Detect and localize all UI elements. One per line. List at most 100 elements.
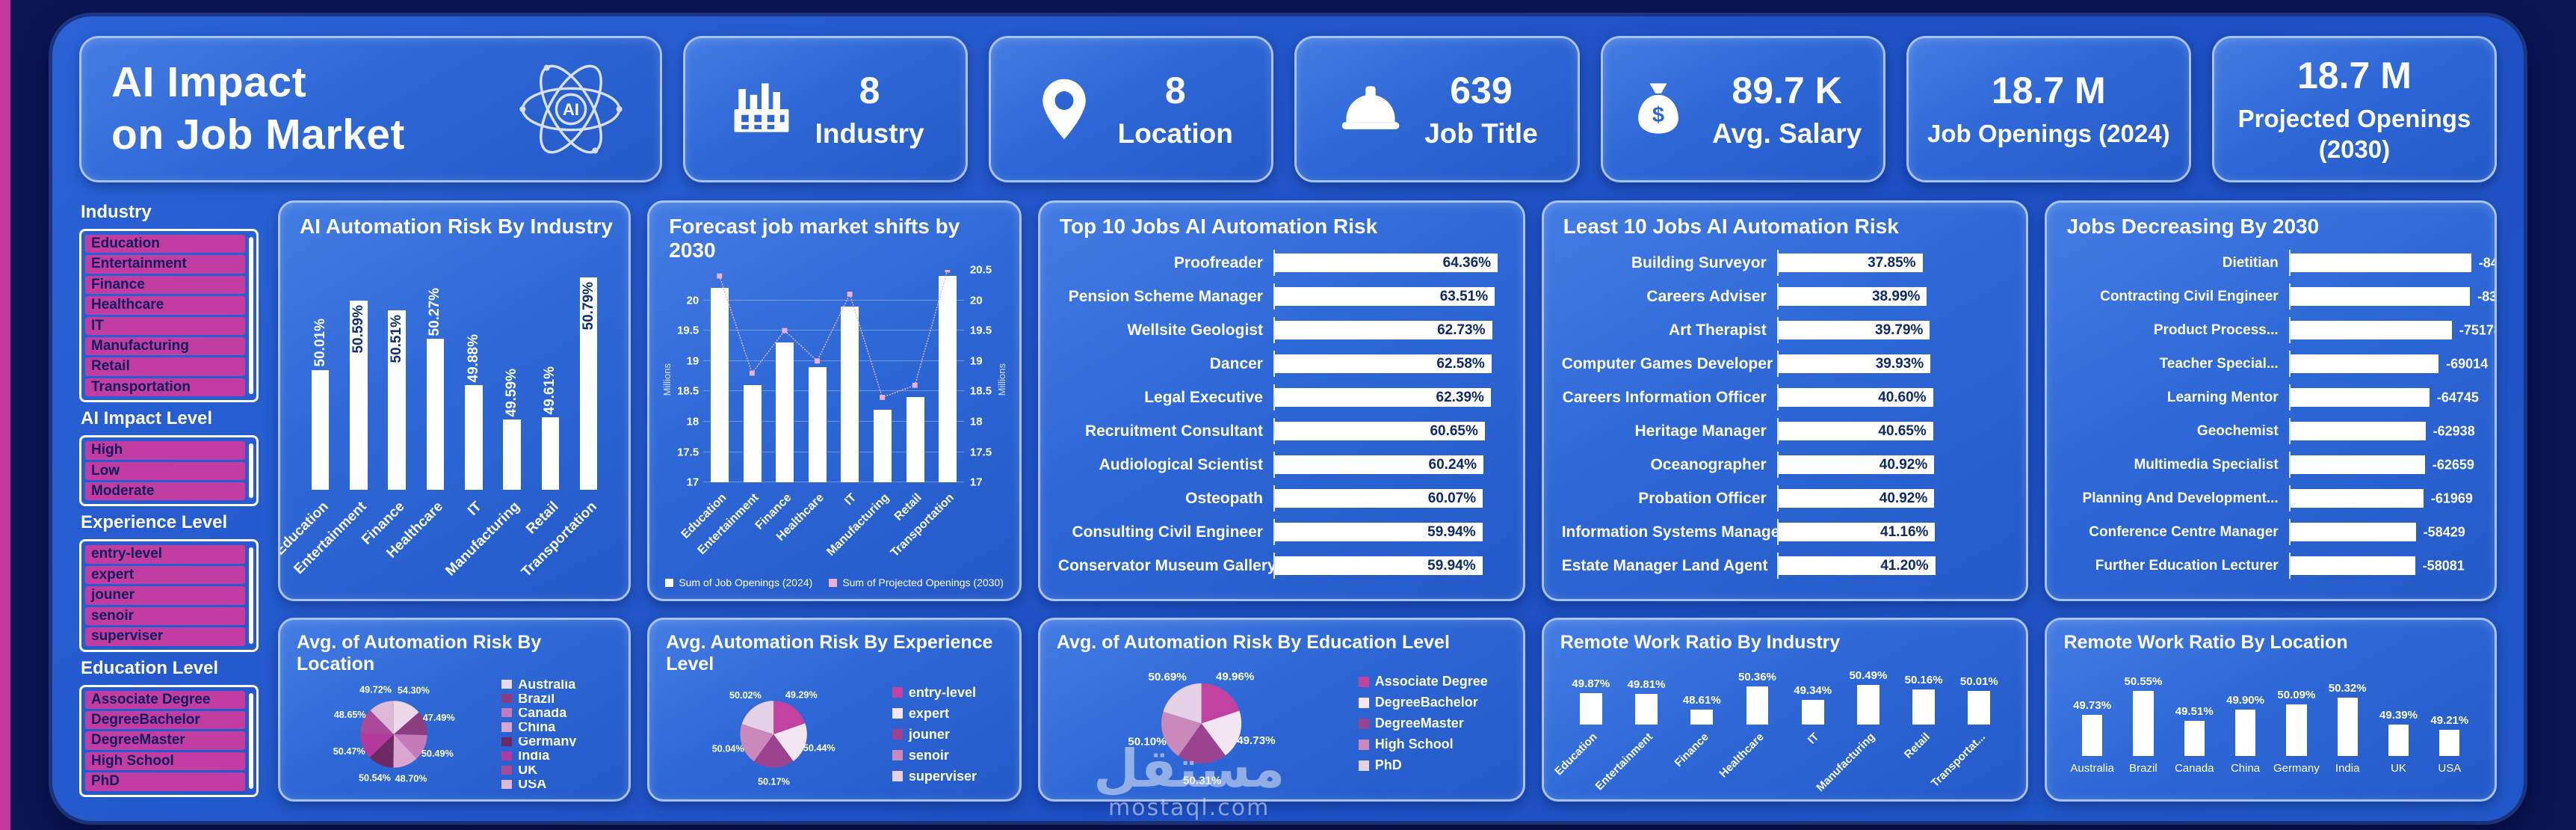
legend-item-senoir[interactable]: senoir	[892, 748, 1004, 763]
bar[interactable]	[2290, 556, 2415, 575]
filter-option-entertainment[interactable]: Entertainment	[85, 255, 245, 274]
legend-item-usa[interactable]: USA	[501, 779, 614, 789]
filter-option-low[interactable]: Low	[85, 461, 245, 481]
bar[interactable]	[2290, 422, 2426, 440]
pie-slice-australia[interactable]	[393, 701, 419, 735]
bar[interactable]: 37.85%	[1778, 253, 1923, 272]
bar[interactable]: 50.27%	[426, 288, 445, 491]
legend-item-degreemaster[interactable]: DegreeMaster	[1358, 716, 1508, 731]
bar[interactable]: 50.55%	[2124, 675, 2162, 756]
legend-item-brazil[interactable]: Brazil	[501, 694, 614, 704]
bar[interactable]: 41.16%	[1778, 523, 1936, 541]
bar[interactable]	[2290, 388, 2430, 407]
bar[interactable]: 50.49%	[1849, 669, 1887, 725]
bar[interactable]: 49.39%	[2379, 709, 2418, 756]
bar[interactable]	[2290, 455, 2425, 474]
legend-item-china[interactable]: China	[501, 722, 614, 732]
pie-slice-china[interactable]	[393, 734, 417, 768]
filter-option-retail[interactable]: Retail	[85, 357, 245, 376]
bar[interactable]: 49.61%	[541, 366, 560, 491]
pie-slice-degreebachelor[interactable]	[1201, 710, 1242, 756]
legend-item-jouner[interactable]: jouner	[892, 727, 1004, 743]
filter-option-moderate[interactable]: Moderate	[85, 482, 245, 501]
line-marker[interactable]	[782, 328, 788, 333]
bar[interactable]: 40.60%	[1778, 388, 1933, 407]
line-marker[interactable]	[750, 370, 756, 376]
pie-slice-usa[interactable]	[370, 701, 394, 735]
legend-item-canada[interactable]: Canada	[501, 708, 614, 718]
bar[interactable]: 39.93%	[1778, 354, 1931, 373]
legend-item-australia[interactable]: Australia	[501, 680, 614, 689]
bar[interactable]	[906, 397, 924, 483]
filter-option-healthcare[interactable]: Healthcare	[85, 296, 245, 315]
filter-option-phd[interactable]: PhD	[85, 772, 245, 791]
line-marker[interactable]	[880, 395, 886, 400]
filter-option-finance[interactable]: Finance	[85, 275, 245, 295]
bar[interactable]	[808, 366, 827, 483]
bar[interactable]	[2290, 489, 2424, 508]
bar[interactable]: 59.94%	[1274, 523, 1483, 541]
filter-option-degreebachelor[interactable]: DegreeBachelor	[85, 710, 245, 730]
pie-slice-entry-level[interactable]	[773, 701, 806, 735]
bar[interactable]: 62.73%	[1274, 321, 1492, 339]
bar[interactable]: 49.88%	[464, 334, 483, 491]
legend-item-uk[interactable]: UK	[501, 765, 614, 775]
line-marker[interactable]	[912, 382, 918, 388]
filter-option-high-school[interactable]: High School	[85, 751, 245, 771]
bar[interactable]: 49.87%	[1572, 677, 1610, 725]
bar[interactable]	[2290, 321, 2452, 339]
bar[interactable]	[711, 288, 729, 483]
legend-item-superviser[interactable]: superviser	[892, 769, 1004, 784]
bar[interactable]: 50.32%	[2329, 682, 2367, 756]
legend-item-degreebachelor[interactable]: DegreeBachelor	[1358, 695, 1508, 710]
pie-slice-jouner[interactable]	[754, 734, 794, 768]
bar[interactable]: 64.36%	[1274, 253, 1498, 272]
bar[interactable]: 50.36%	[1738, 671, 1776, 725]
bar[interactable]: 50.09%	[2277, 689, 2315, 756]
pie-slice-associate-degree[interactable]	[1201, 683, 1240, 724]
bar[interactable]	[939, 276, 957, 483]
filter-option-associate-degree[interactable]: Associate Degree	[85, 690, 245, 709]
bar[interactable]: 39.79%	[1778, 321, 1930, 339]
bar[interactable]	[2290, 287, 2471, 306]
bar[interactable]: 40.92%	[1778, 489, 1935, 508]
bar[interactable]: 63.51%	[1274, 287, 1495, 306]
bar[interactable]: 48.61%	[1683, 694, 1721, 725]
pie-slice-uk[interactable]	[360, 710, 394, 735]
legend-item-india[interactable]: India	[501, 751, 614, 760]
pie-slice-degreemaster[interactable]	[1178, 723, 1226, 764]
filter-option-entry-level[interactable]: entry-level	[85, 545, 245, 564]
legend-item-entry-level[interactable]: entry-level	[892, 685, 1004, 701]
bar[interactable]: 49.90%	[2226, 694, 2264, 756]
bar[interactable]: 49.59%	[503, 369, 521, 491]
filter-option-superviser[interactable]: superviser	[85, 627, 245, 646]
legend-item-high-school[interactable]: High School	[1358, 737, 1508, 752]
bar[interactable]	[2290, 253, 2471, 272]
filter-option-manufacturing[interactable]: Manufacturing	[85, 337, 245, 356]
bar[interactable]: 40.92%	[1778, 455, 1935, 474]
bar[interactable]: 60.65%	[1274, 422, 1485, 440]
filter-option-expert[interactable]: expert	[85, 565, 245, 585]
bar[interactable]: 50.59%	[350, 301, 368, 491]
filter-option-degreemaster[interactable]: DegreeMaster	[85, 731, 245, 750]
pie-slice-senoir[interactable]	[740, 724, 774, 762]
pie-slice-brazil[interactable]	[393, 712, 427, 736]
bar[interactable]: 49.51%	[2175, 705, 2214, 756]
filter-option-education[interactable]: Education	[85, 235, 245, 253]
bar[interactable]: 62.58%	[1274, 354, 1492, 373]
line-marker[interactable]	[815, 358, 821, 364]
bar[interactable]: 50.01%	[311, 319, 330, 491]
pie-slice-germany[interactable]	[369, 734, 394, 768]
bar[interactable]	[743, 385, 762, 483]
bar[interactable]: 38.99%	[1778, 287, 1927, 306]
pie-slice-phd[interactable]	[1163, 683, 1202, 724]
bar[interactable]: 50.16%	[1905, 674, 1943, 725]
line-marker[interactable]	[945, 270, 951, 273]
bar[interactable]	[776, 342, 794, 483]
pie-slice-superviser[interactable]	[741, 701, 774, 735]
legend-item-phd[interactable]: PhD	[1358, 757, 1508, 773]
legend-item-germany[interactable]: Germany	[501, 737, 614, 746]
filter-option-transportation[interactable]: Transportation	[85, 378, 245, 397]
pie-slice-high-school[interactable]	[1161, 711, 1202, 757]
bar[interactable]: 60.24%	[1274, 455, 1483, 474]
